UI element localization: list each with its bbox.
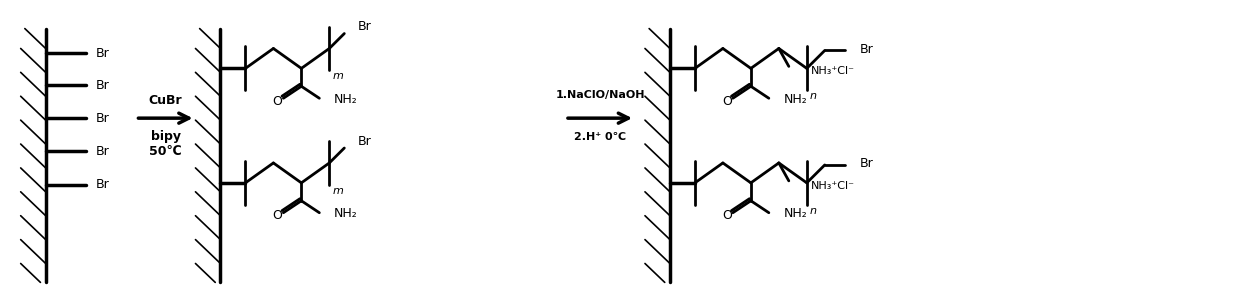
Text: Br: Br [859,158,873,171]
Text: Br: Br [95,145,109,158]
Text: Br: Br [859,43,873,56]
Text: 1.NaClO/NaOH: 1.NaClO/NaOH [556,90,645,100]
Text: n: n [810,91,817,101]
Text: NH₂: NH₂ [784,93,807,106]
Text: Br: Br [357,135,371,148]
Text: 2.H⁺ 0℃: 2.H⁺ 0℃ [574,132,626,142]
Text: O: O [722,95,732,108]
Text: Br: Br [95,47,109,60]
Text: Br: Br [95,178,109,191]
Text: Br: Br [95,112,109,125]
Text: m: m [332,186,343,196]
Text: bipy: bipy [150,130,181,143]
Text: m: m [332,71,343,81]
Text: Br: Br [95,79,109,92]
Text: O: O [273,95,283,108]
Text: NH₃⁺Cl⁻: NH₃⁺Cl⁻ [811,181,854,191]
Text: NH₂: NH₂ [334,207,357,220]
Text: Br: Br [357,20,371,33]
Text: NH₂: NH₂ [334,93,357,106]
Text: CuBr: CuBr [149,94,182,107]
Text: NH₂: NH₂ [784,207,807,220]
Text: 50℃: 50℃ [149,145,182,158]
Text: O: O [273,209,283,222]
Text: n: n [810,206,817,216]
Text: NH₃⁺Cl⁻: NH₃⁺Cl⁻ [811,66,854,76]
Text: O: O [722,209,732,222]
